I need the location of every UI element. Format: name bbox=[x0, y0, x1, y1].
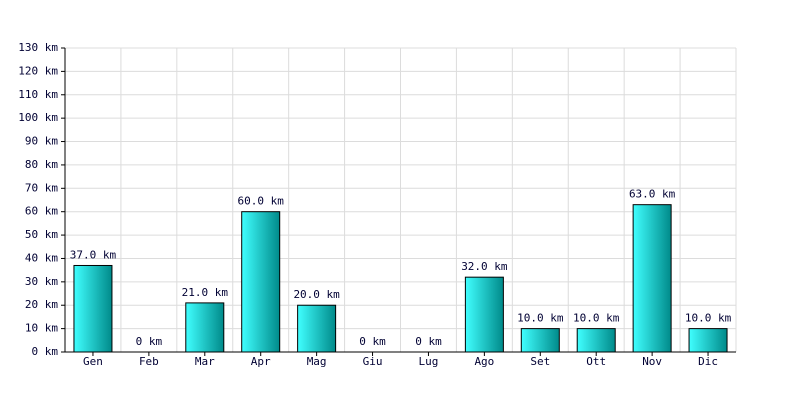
value-label: 63.0 km bbox=[629, 188, 676, 201]
x-tick-label: Dic bbox=[698, 355, 718, 368]
x-tick-label: Giu bbox=[363, 355, 383, 368]
y-tick-label: 90 km bbox=[25, 135, 58, 148]
y-tick-label: 40 km bbox=[25, 251, 58, 264]
value-label: 37.0 km bbox=[70, 248, 117, 261]
value-label: 20.0 km bbox=[293, 288, 340, 301]
bar bbox=[241, 211, 281, 353]
y-tick-label: 80 km bbox=[25, 158, 58, 171]
x-tick-label: Mag bbox=[307, 355, 327, 368]
value-label: 32.0 km bbox=[461, 260, 508, 273]
x-tick-label: Ott bbox=[586, 355, 606, 368]
value-label: 0 km bbox=[136, 335, 163, 348]
bar bbox=[520, 328, 560, 353]
bar bbox=[576, 328, 616, 353]
bar bbox=[464, 276, 504, 353]
x-tick-label: Gen bbox=[83, 355, 103, 368]
x-tick-label: Mar bbox=[195, 355, 215, 368]
x-tick-label: Ago bbox=[474, 355, 494, 368]
bar bbox=[185, 302, 225, 353]
value-label: 10.0 km bbox=[517, 312, 564, 325]
y-tick-label: 10 km bbox=[25, 322, 58, 335]
y-tick-label: 110 km bbox=[18, 88, 58, 101]
bar bbox=[297, 304, 337, 353]
x-tick-label: Feb bbox=[139, 355, 159, 368]
x-tick-label: Set bbox=[530, 355, 550, 368]
y-tick-label: 130 km bbox=[18, 41, 58, 54]
x-tick-label: Lug bbox=[419, 355, 439, 368]
y-tick-label: 50 km bbox=[25, 228, 58, 241]
value-label: 60.0 km bbox=[238, 195, 285, 208]
bar bbox=[632, 204, 672, 353]
x-tick-label: Nov bbox=[642, 355, 662, 368]
value-label: 0 km bbox=[415, 335, 442, 348]
value-label: 0 km bbox=[359, 335, 386, 348]
y-tick-label: 120 km bbox=[18, 64, 58, 77]
y-tick-label: 100 km bbox=[18, 111, 58, 124]
y-tick-label: 30 km bbox=[25, 275, 58, 288]
y-tick-label: 0 km bbox=[32, 345, 59, 358]
bar bbox=[73, 264, 113, 353]
y-tick-label: 70 km bbox=[25, 181, 58, 194]
y-tick-label: 60 km bbox=[25, 205, 58, 218]
value-label: 10.0 km bbox=[573, 312, 620, 325]
value-label: 21.0 km bbox=[182, 286, 229, 299]
x-tick-label: Apr bbox=[251, 355, 271, 368]
y-tick-label: 20 km bbox=[25, 298, 58, 311]
value-label: 10.0 km bbox=[685, 312, 732, 325]
bar bbox=[688, 328, 728, 353]
